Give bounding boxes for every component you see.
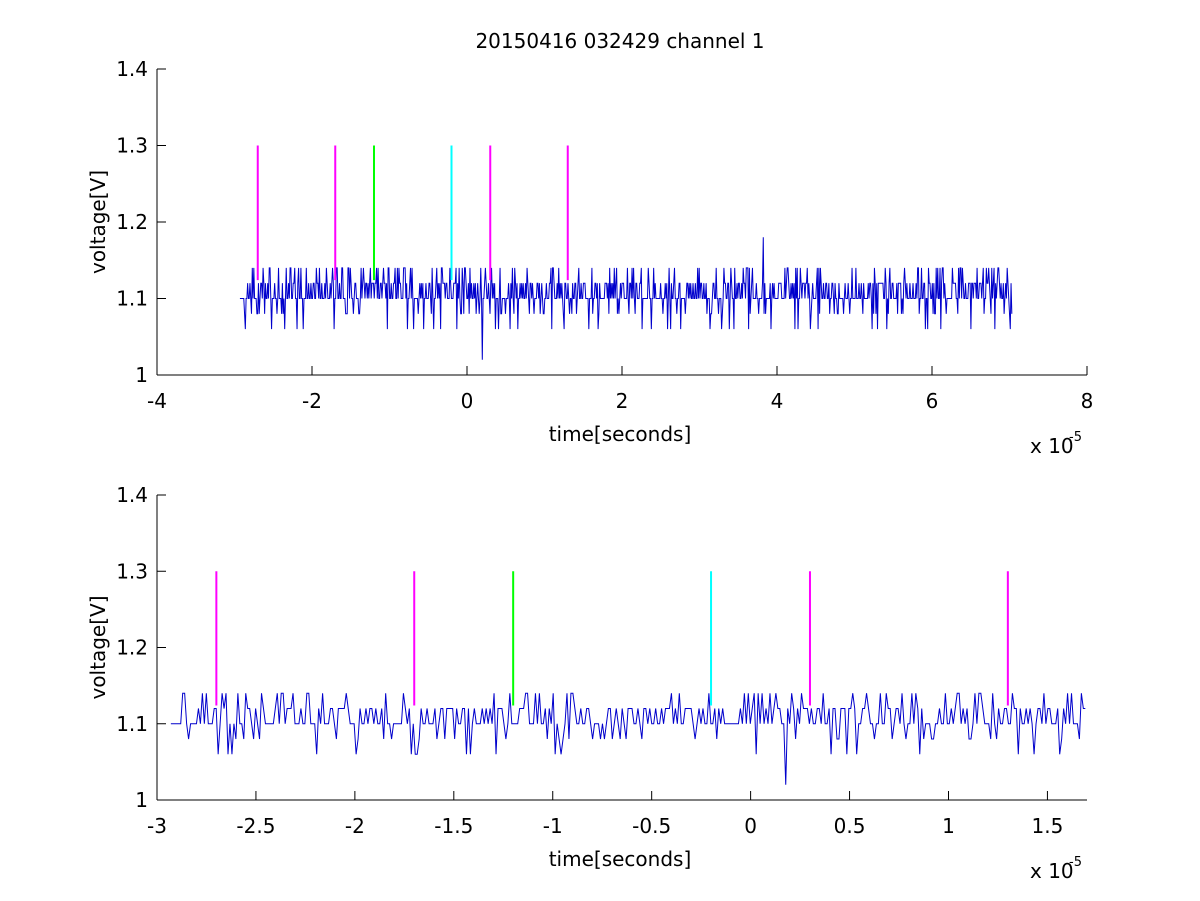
x-tick-label: 0.5 — [834, 814, 866, 838]
x-tick-label: -1.5 — [434, 814, 473, 838]
y-tick-label: 1.1 — [116, 712, 148, 736]
x-axis-exponent-label: x 10 — [1030, 434, 1074, 458]
x-tick-label: 8 — [1081, 389, 1094, 413]
x-tick-label: 0 — [461, 389, 474, 413]
y-tick-label: 1 — [135, 363, 148, 387]
x-axis-exponent-power: -5 — [1069, 430, 1082, 445]
x-tick-label: -2 — [302, 389, 322, 413]
y-tick-label: 1.2 — [116, 636, 148, 660]
y-axis-label: voltage[V] — [86, 170, 110, 274]
x-tick-label: -2 — [345, 814, 365, 838]
lower-plot-panel: -3 -2.5 -2 -1.5 -1 -0.5 0 0.5 1 1.5 1 1.1 1.2 1.3 1.4 t… — [86, 483, 1087, 883]
x-axis-exponent-label: x 10 — [1030, 859, 1074, 883]
x-axis-exponent-power: -5 — [1069, 855, 1082, 870]
y-tick-label: 1.3 — [116, 559, 148, 583]
y-tick-label: 1 — [135, 788, 148, 812]
upper-plot-panel: -4 -2 0 2 4 6 8 1 1.1 1.2 1.3 1.4 time[seconds] volta… — [86, 57, 1093, 458]
x-tick-label: 0 — [744, 814, 757, 838]
figure-title: 20150416 032429 channel 1 — [475, 29, 764, 53]
voltage-trace-line — [239, 237, 1013, 360]
x-axis-label: time[seconds] — [549, 422, 692, 446]
voltage-trace-line — [170, 692, 1086, 785]
x-tick-label: -0.5 — [632, 814, 671, 838]
y-tick-label: 1.2 — [116, 210, 148, 234]
y-tick-label: 1.3 — [116, 134, 148, 158]
y-tick-label: 1.4 — [116, 57, 148, 81]
x-tick-label: 4 — [771, 389, 784, 413]
y-axis-label: voltage[V] — [86, 595, 110, 699]
x-tick-label: -3 — [147, 814, 167, 838]
x-tick-label: -2.5 — [236, 814, 275, 838]
x-tick-label: 6 — [926, 389, 939, 413]
y-tick-label: 1.4 — [116, 483, 148, 507]
y-tick-label: 1.1 — [116, 287, 148, 311]
x-tick-label: -1 — [543, 814, 563, 838]
x-tick-label: 2 — [616, 389, 629, 413]
x-tick-label: -4 — [147, 389, 167, 413]
x-axis-label: time[seconds] — [549, 847, 692, 871]
x-tick-label: 1 — [942, 814, 955, 838]
x-tick-label: 1.5 — [1032, 814, 1064, 838]
